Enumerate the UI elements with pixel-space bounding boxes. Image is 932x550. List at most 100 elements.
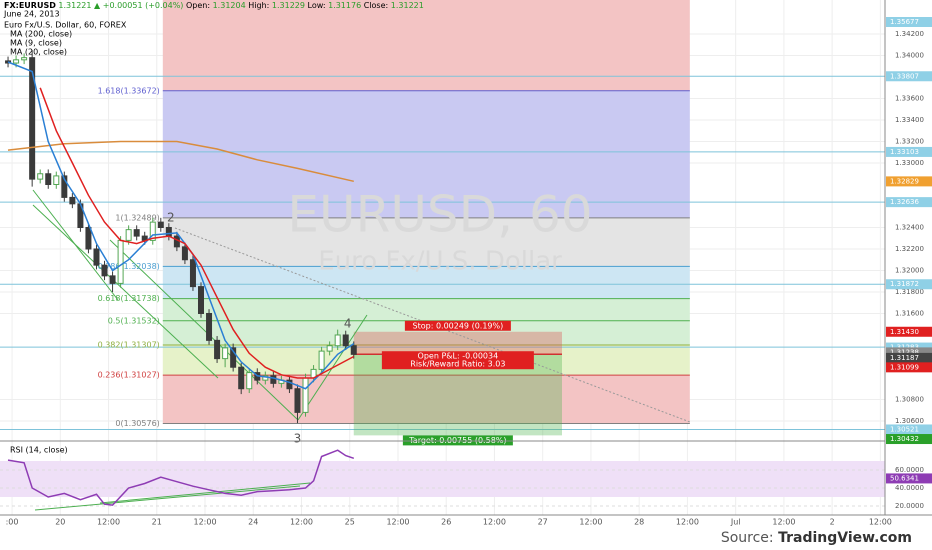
rsi-band <box>0 461 885 497</box>
label: High: <box>248 1 269 10</box>
price-badge-label: 1.30432 <box>890 435 919 443</box>
price-badge-label: 1.31099 <box>890 363 919 371</box>
price-badge <box>886 176 932 187</box>
instrument: Euro Fx/U.S. Dollar, 60, FOREX <box>4 21 127 30</box>
legend-entry: MA (9, close) <box>10 39 62 48</box>
x-tick-label: 12:00 <box>579 518 602 527</box>
legend-entry: MA (200, close) <box>10 30 72 39</box>
price-badge-label: 1.33103 <box>890 148 919 156</box>
value: 1.31221 <box>391 1 424 10</box>
candle-body <box>342 334 349 347</box>
rsi-tick-label: 40.0000 <box>895 484 924 492</box>
x-tick-label: 12:00 <box>97 518 120 527</box>
fib-label: 0.786(1.32038) <box>98 262 160 271</box>
watermark-sub: Euro Fx/U.S. Dollar <box>318 247 562 277</box>
last: 1.31221 <box>58 1 91 10</box>
candle-body <box>222 347 229 360</box>
y-tick-label: 1.33600 <box>895 95 924 103</box>
rsi-trend-line <box>34 485 301 511</box>
rr-label: Risk/Reward Ratio: 3.03 <box>410 360 505 369</box>
candle-body <box>37 173 44 180</box>
value: 1.31176 <box>328 1 361 10</box>
y-tick-label: 1.31600 <box>895 309 924 317</box>
fib-band <box>162 217 690 267</box>
pnl-box <box>381 351 534 370</box>
stop-zone <box>353 331 562 355</box>
price-badge-label: 1.35677 <box>890 18 919 26</box>
wave-label: 3 <box>294 432 302 446</box>
y-tick-label: 1.32400 <box>895 223 924 231</box>
fib-label: 0(1.30576) <box>115 419 159 428</box>
candle-body <box>69 196 76 205</box>
source: Source: TradingView.com <box>721 530 912 546</box>
symbol: FX:EURUSD <box>4 1 56 10</box>
x-tick-label: 12:00 <box>290 518 313 527</box>
ma-line <box>39 87 355 379</box>
x-tick-label: 27 <box>538 518 548 527</box>
stop-label-box <box>404 320 511 331</box>
watermark: EURUSD, 60 <box>287 186 592 244</box>
candle-body <box>246 372 253 390</box>
price-badge <box>886 326 932 337</box>
trend-line <box>32 189 119 301</box>
x-tick-label: 12:00 <box>676 518 699 527</box>
fib-label: 0.236(1.31027) <box>98 371 160 380</box>
x-tick-label: 20 <box>55 518 65 527</box>
header: FX:EURUSD 1.31221 ▲ +0.00051 (+0.04%) Op… <box>4 1 424 10</box>
candle-body <box>133 229 140 237</box>
candle-body <box>45 173 52 185</box>
wave-label: 4 <box>344 317 352 331</box>
fib-label: 1(1.32489) <box>115 213 159 222</box>
candle-body <box>101 264 108 277</box>
price-badge <box>886 17 932 27</box>
x-tick-label: 28 <box>634 518 644 527</box>
y-tick-label: 1.34000 <box>895 52 924 60</box>
x-tick-label: 2 <box>830 518 835 527</box>
price-badge-label: 1.32636 <box>890 198 919 206</box>
y-tick-label: 1.33400 <box>895 116 924 124</box>
candle-body <box>85 226 92 250</box>
y-tick-label: 1.30600 <box>895 417 924 425</box>
candle-body <box>197 286 204 314</box>
candle-body <box>29 57 36 180</box>
candle-body <box>334 334 341 347</box>
trend-line <box>109 239 299 421</box>
y-tick-label: 1.34200 <box>895 30 924 38</box>
price-badge <box>886 279 932 290</box>
candle-body <box>149 221 156 241</box>
trend-line <box>32 204 219 379</box>
candle-body <box>93 248 100 266</box>
rsi-trend-line <box>99 482 311 504</box>
source-name: TradingView.com <box>778 530 912 546</box>
candle-body <box>326 345 333 352</box>
rsi-legend: RSI (14, close) <box>10 446 68 455</box>
price-badge <box>886 362 932 373</box>
candle-body <box>294 388 301 413</box>
candle-body <box>61 175 68 198</box>
candle-body <box>13 59 20 64</box>
candle-body <box>109 275 116 284</box>
value: 1.31229 <box>272 1 305 10</box>
y-tick-label: 1.33200 <box>895 138 924 146</box>
price-badge <box>886 71 932 82</box>
x-tick-label: 25 <box>345 518 355 527</box>
price-badge <box>886 434 932 445</box>
rsi-tick-label: 60.0000 <box>895 466 924 474</box>
fib-label: 0.5(1.31532) <box>108 316 160 325</box>
fib-band <box>162 90 690 218</box>
price-badge-label: 1.31187 <box>890 354 919 362</box>
x-tick-label: 12:00 <box>772 518 795 527</box>
candle-body <box>302 377 309 413</box>
price-badge <box>886 473 932 484</box>
legend-entry: MA (20, close) <box>10 48 67 57</box>
price-badge <box>886 197 932 208</box>
price-badge-label: 1.32829 <box>890 177 919 185</box>
candle-body <box>21 57 28 61</box>
y-tick-label: 1.32200 <box>895 245 924 253</box>
x-tick-label: 24 <box>248 518 258 527</box>
candle-body <box>286 379 293 390</box>
target-label-box <box>402 435 513 446</box>
candle-body <box>157 221 164 228</box>
y-tick-label: 1.32000 <box>895 266 924 274</box>
label: Open: <box>186 1 210 10</box>
